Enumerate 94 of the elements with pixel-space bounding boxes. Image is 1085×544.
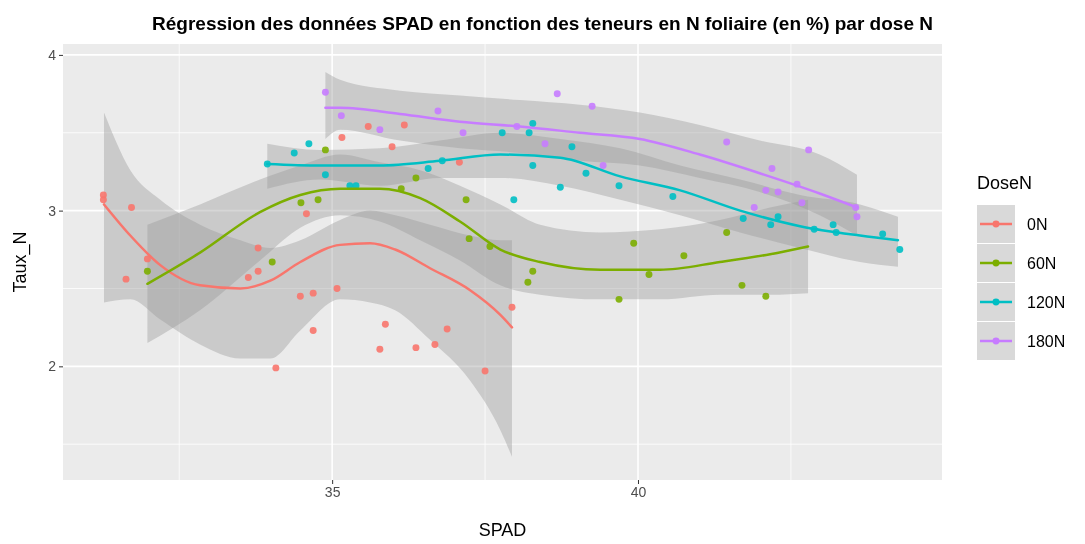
point (599, 161, 607, 169)
x-tick-label: 40 (630, 483, 647, 500)
point (762, 186, 770, 194)
point (143, 267, 151, 275)
point (853, 213, 861, 221)
point (128, 204, 135, 211)
point (556, 183, 564, 191)
point (268, 258, 276, 266)
point (244, 274, 252, 282)
point (645, 270, 653, 278)
point (364, 123, 372, 130)
legend-title: DoseN (977, 173, 1033, 193)
legend-label: 180N (1027, 333, 1066, 350)
point (443, 325, 451, 333)
chart-title: Régression des données SPAD en fonction des teneurs en N foliaire (en %) par dose N (152, 13, 933, 34)
y-axis-title: Taux_N (10, 231, 31, 293)
point (481, 367, 489, 375)
point (879, 230, 887, 238)
point (305, 140, 313, 148)
point (376, 345, 384, 353)
point (412, 344, 420, 352)
point (568, 143, 576, 151)
point (309, 289, 317, 297)
point (896, 246, 904, 254)
point (669, 193, 677, 201)
point (309, 327, 317, 334)
point (723, 138, 731, 146)
point (434, 107, 442, 115)
point (462, 196, 470, 204)
legend-label: 0N (1027, 216, 1048, 233)
point (750, 204, 758, 211)
point (774, 213, 782, 221)
x-tick-label: 35 (324, 483, 341, 500)
point (541, 140, 549, 148)
point (615, 295, 623, 303)
point (723, 228, 731, 236)
point (459, 129, 467, 137)
point (122, 275, 130, 283)
point (553, 90, 561, 98)
point (321, 146, 329, 154)
point (680, 252, 688, 260)
x-axis-title: SPAD (478, 520, 527, 540)
point (321, 171, 329, 179)
point (768, 165, 776, 173)
point (762, 292, 770, 300)
point (767, 221, 775, 229)
point (738, 281, 746, 289)
point (424, 165, 432, 173)
legend-label: 60N (1027, 255, 1057, 272)
point (774, 188, 782, 196)
point (400, 121, 408, 129)
point (376, 126, 384, 134)
point (829, 221, 837, 229)
line-series (146, 187, 810, 286)
point (143, 255, 151, 263)
point (588, 102, 596, 110)
y-tick-label: 3 (48, 202, 57, 219)
point (465, 235, 473, 243)
point (254, 267, 262, 275)
point (333, 285, 341, 292)
point (297, 199, 305, 207)
line-series (324, 106, 859, 209)
point (525, 129, 533, 137)
point (582, 169, 590, 177)
point (510, 196, 518, 204)
point (630, 239, 638, 247)
point (302, 210, 310, 218)
point (529, 267, 537, 275)
point (321, 88, 329, 96)
y-tick-label: 4 (48, 46, 57, 63)
point (524, 278, 532, 286)
point (498, 129, 506, 137)
point (529, 161, 537, 169)
point (455, 158, 463, 166)
point (412, 174, 420, 182)
point (314, 196, 322, 204)
point (388, 143, 396, 151)
point (296, 292, 304, 300)
point (99, 196, 107, 204)
point (739, 214, 747, 222)
y-tick-label: 2 (48, 358, 57, 375)
point (272, 364, 280, 372)
point (798, 199, 806, 207)
point (381, 320, 389, 328)
point (805, 146, 813, 154)
legend-label: 120N (1027, 294, 1066, 311)
point (337, 112, 345, 120)
point (529, 119, 537, 127)
point (431, 341, 439, 348)
point (508, 303, 516, 311)
point (290, 149, 298, 157)
point (254, 244, 262, 252)
point (338, 133, 346, 141)
point (615, 182, 623, 190)
